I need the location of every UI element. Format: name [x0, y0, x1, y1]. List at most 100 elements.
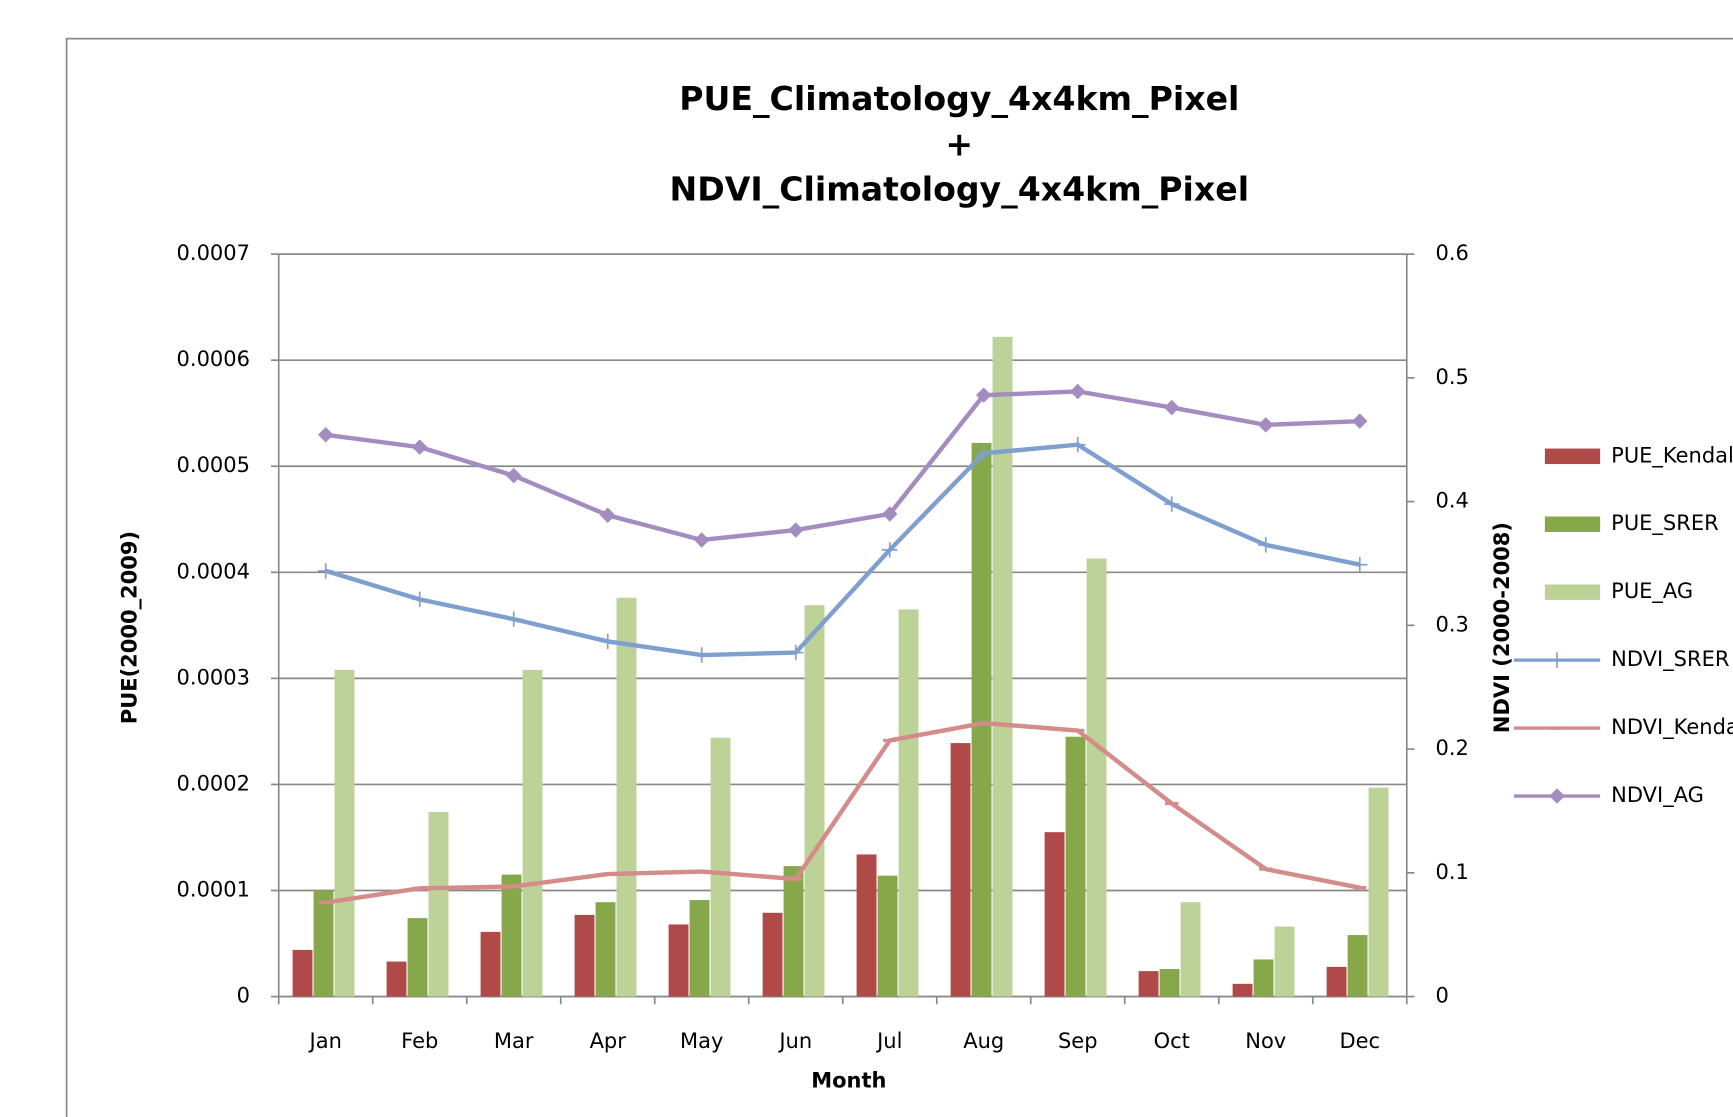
y-tick-label: 0.0002 — [177, 771, 250, 795]
x-tick-label: Mar — [494, 1029, 534, 1053]
marker — [505, 611, 522, 627]
y-tick-label: 0.0007 — [177, 241, 250, 265]
legend-label: NDVI_AG — [1611, 783, 1704, 808]
y2-tick-label: 0.6 — [1435, 241, 1468, 265]
bar — [992, 336, 1013, 997]
marker — [1164, 399, 1180, 416]
marker — [1258, 417, 1274, 433]
marker — [788, 644, 804, 661]
bar — [877, 875, 898, 997]
bar — [428, 812, 449, 997]
bar — [1159, 968, 1180, 997]
bar — [689, 900, 710, 997]
bar — [971, 442, 992, 997]
legend-label: NDVI_SRER — [1611, 647, 1729, 672]
bar — [1065, 736, 1086, 997]
legend-label: PUE_AG — [1611, 579, 1693, 604]
line — [325, 720, 1361, 905]
bar — [574, 914, 595, 997]
bar — [1347, 935, 1368, 997]
x-tick-label: Oct — [1154, 1029, 1190, 1053]
line — [325, 389, 1360, 543]
bar — [1253, 959, 1274, 997]
marker — [317, 563, 334, 579]
y2-tick-label: 0.1 — [1435, 860, 1468, 884]
bar — [1368, 787, 1389, 997]
marker — [317, 427, 334, 443]
legend-swatch — [1544, 584, 1601, 600]
x-axis-label: Month — [811, 1069, 886, 1093]
marker — [976, 445, 992, 462]
bar — [1326, 966, 1347, 997]
bar — [501, 874, 522, 997]
bar — [710, 737, 731, 997]
bar — [292, 949, 313, 997]
x-tick-label: Dec — [1339, 1029, 1380, 1053]
y2-tick-label: 0.4 — [1435, 489, 1468, 513]
x-tick-label: May — [680, 1029, 723, 1053]
marker — [1070, 383, 1086, 400]
marker — [1258, 537, 1274, 553]
line — [325, 442, 1361, 658]
x-tick-label: Jan — [308, 1029, 342, 1053]
y-tick-label: 0.0006 — [177, 347, 250, 371]
marker — [1352, 556, 1368, 573]
bar — [1086, 558, 1107, 997]
y-tick-label: 0.0001 — [177, 878, 250, 902]
x-tick-label: Jul — [875, 1029, 902, 1053]
bar — [1274, 926, 1295, 997]
marker — [600, 633, 616, 650]
legend-swatch — [1544, 448, 1601, 465]
bar — [595, 902, 616, 997]
x-tick-label: Feb — [401, 1029, 438, 1053]
y2-tick-label: 0 — [1435, 984, 1448, 1008]
marker — [1549, 788, 1565, 804]
bar — [762, 912, 783, 997]
y-tick-label: 0.0005 — [177, 453, 250, 477]
marker — [1352, 413, 1368, 429]
marker — [1164, 496, 1180, 512]
bar — [783, 866, 804, 997]
legend-label: NDVI_Kendall — [1611, 715, 1733, 740]
bar — [480, 931, 501, 997]
bar — [334, 669, 355, 997]
y-tick-label: 0.0003 — [177, 665, 250, 689]
bar — [856, 854, 877, 997]
bar — [313, 890, 334, 997]
legend-label: PUE_SRER — [1611, 511, 1719, 536]
bar — [1138, 971, 1159, 997]
chart-title: + — [945, 124, 973, 163]
bar — [616, 597, 637, 997]
marker — [882, 542, 898, 558]
bar — [522, 669, 543, 997]
x-tick-label: Apr — [590, 1029, 627, 1053]
x-tick-label: Aug — [963, 1029, 1004, 1053]
marker — [411, 591, 428, 608]
x-tick-label: Sep — [1058, 1029, 1098, 1053]
y2-tick-label: 0.2 — [1435, 736, 1468, 760]
legend-swatch — [1544, 516, 1601, 532]
y-tick-label: 0 — [237, 984, 250, 1008]
x-tick-label: Nov — [1245, 1029, 1286, 1053]
bar — [1180, 902, 1201, 997]
bar — [668, 924, 689, 997]
bar — [950, 743, 971, 997]
marker — [976, 387, 992, 403]
chart-title: PUE_Climatology_4x4km_Pixel — [679, 79, 1239, 118]
chart-title: NDVI_Climatology_4x4km_Pixel — [670, 170, 1250, 209]
y2-tick-label: 0.3 — [1435, 612, 1468, 636]
marker — [1549, 652, 1565, 668]
bar — [386, 961, 407, 997]
marker — [1070, 436, 1086, 453]
bar — [804, 605, 825, 997]
y-tick-label: 0.0004 — [177, 559, 250, 583]
legend-label: PUE_Kendall — [1611, 443, 1733, 468]
bar — [1044, 832, 1065, 997]
marker — [411, 439, 428, 455]
y2-tick-label: 0.5 — [1435, 365, 1468, 389]
x-tick-label: Jun — [777, 1029, 812, 1053]
y2-axis-label: NDVI (2000-2008) — [1490, 522, 1514, 733]
bar — [407, 918, 428, 997]
bar — [1232, 983, 1253, 997]
